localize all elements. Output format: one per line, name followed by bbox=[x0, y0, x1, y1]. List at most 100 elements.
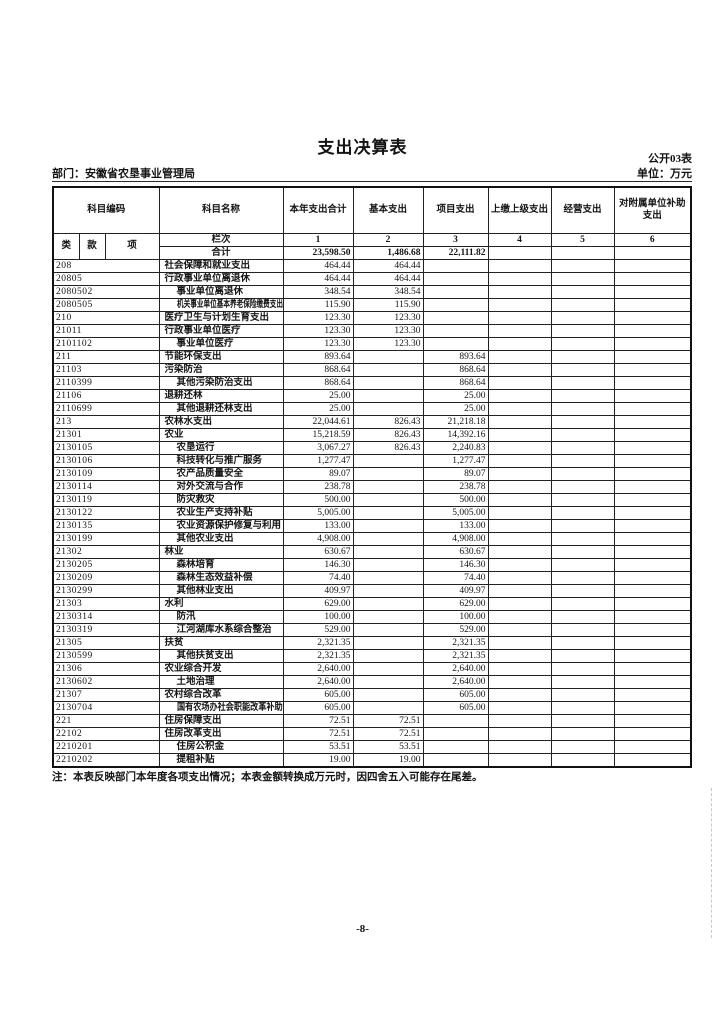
subject-code-cell: 2130205 bbox=[52, 557, 160, 572]
value-cell bbox=[422, 726, 489, 741]
value-cell bbox=[487, 596, 552, 611]
total-value-cell: 1,486.68 bbox=[352, 245, 424, 260]
subject-name-cell: 对外交流与合作 bbox=[158, 479, 284, 494]
value-cell: 464.44 bbox=[282, 271, 354, 286]
unit-label: 单位：万元 bbox=[637, 168, 692, 180]
value-cell: 2,321.35 bbox=[282, 635, 354, 650]
value-cell bbox=[613, 453, 692, 468]
value-cell bbox=[550, 479, 615, 494]
value-cell: 146.30 bbox=[422, 557, 489, 572]
value-cell: 868.64 bbox=[282, 362, 354, 377]
value-cell bbox=[550, 271, 615, 286]
table-row: 2110699 其他退耕还林支出 25.00 25.00 bbox=[52, 401, 692, 416]
meta-row: 部门：安徽省农垦事业管理局 单位：万元 bbox=[52, 163, 692, 182]
value-cell bbox=[487, 349, 552, 364]
value-cell bbox=[487, 713, 552, 728]
table-row: 2080505 机关事业单位基本养老保险缴费支出 115.90 115.90 bbox=[52, 297, 692, 312]
value-cell bbox=[613, 752, 692, 767]
table-row: 21305 扶贫 2,321.35 2,321.35 bbox=[52, 635, 692, 650]
value-cell: 25.00 bbox=[282, 401, 354, 416]
value-cell: 4,908.00 bbox=[422, 531, 489, 546]
table-code-label: 公开03表 bbox=[648, 153, 692, 165]
value-cell bbox=[613, 544, 692, 559]
footnote: 注：本表反映部门本年度各项支出情况；本表金额转换成万元时，因四舍五入可能存在尾差… bbox=[52, 771, 483, 783]
value-cell bbox=[613, 388, 692, 403]
value-cell: 2,321.35 bbox=[422, 635, 489, 650]
table-row: 2110399 其他污染防治支出 868.64 868.64 bbox=[52, 375, 692, 390]
value-cell bbox=[550, 505, 615, 520]
value-cell: 868.64 bbox=[422, 362, 489, 377]
column-number: 5 bbox=[550, 232, 615, 247]
value-cell: 630.67 bbox=[422, 544, 489, 559]
value-cell: 133.00 bbox=[422, 518, 489, 533]
table-row: 221 住房保障支出 72.51 72.51 bbox=[52, 713, 692, 728]
value-cell: 133.00 bbox=[282, 518, 354, 533]
subject-name-cell: 防灾救灾 bbox=[158, 492, 284, 507]
value-cell bbox=[613, 531, 692, 546]
table-row: 21307 农村综合改革 605.00 605.00 bbox=[52, 687, 692, 702]
header-project-expenditure: 项目支出 bbox=[422, 186, 489, 234]
subject-name-cell: 事业单位离退休 bbox=[158, 284, 284, 299]
subject-name-cell: 土地治理 bbox=[158, 674, 284, 689]
value-cell: 21,218.18 bbox=[422, 414, 489, 429]
value-cell: 464.44 bbox=[282, 258, 354, 273]
value-cell bbox=[613, 492, 692, 507]
subject-name-cell: 江河湖库水系综合整治 bbox=[158, 622, 284, 637]
table-row: 2130122 农业生产支持补贴 5,005.00 5,005.00 bbox=[52, 505, 692, 520]
table-row: 2130106 科技转化与推广服务 1,277.47 1,277.47 bbox=[52, 453, 692, 468]
value-cell bbox=[613, 687, 692, 702]
value-cell bbox=[487, 518, 552, 533]
table-row: 2130119 防灾救灾 500.00 500.00 bbox=[52, 492, 692, 507]
value-cell bbox=[613, 414, 692, 429]
value-cell: 893.64 bbox=[422, 349, 489, 364]
value-cell bbox=[613, 674, 692, 689]
value-cell bbox=[550, 401, 615, 416]
value-cell bbox=[613, 323, 692, 338]
value-cell: 529.00 bbox=[422, 622, 489, 637]
header-subsidy-expenditure: 对附属单位补助支出 bbox=[613, 186, 692, 234]
value-cell bbox=[352, 570, 424, 585]
subject-code-cell: 2101102 bbox=[52, 336, 160, 351]
value-cell bbox=[487, 310, 552, 325]
subject-name-cell: 农产品质量安全 bbox=[158, 466, 284, 481]
header-row: 科目编码 科目名称 本年支出合计 基本支出 项目支出 上缴上级支出 经营支出 对… bbox=[52, 186, 692, 234]
column-number: 2 bbox=[352, 232, 424, 247]
value-cell: 605.00 bbox=[282, 700, 354, 715]
subject-code-cell: 2130114 bbox=[52, 479, 160, 494]
value-cell bbox=[487, 427, 552, 442]
subject-code-cell: 2130299 bbox=[52, 583, 160, 598]
subject-name-cell: 农业生产支持补贴 bbox=[158, 505, 284, 520]
subject-code-cell: 2210202 bbox=[52, 752, 160, 767]
value-cell bbox=[487, 336, 552, 351]
value-cell bbox=[550, 362, 615, 377]
table-row: 21306 农业综合开发 2,640.00 2,640.00 bbox=[52, 661, 692, 676]
value-cell: 348.54 bbox=[352, 284, 424, 299]
value-cell bbox=[613, 466, 692, 481]
value-cell bbox=[487, 635, 552, 650]
value-cell bbox=[487, 700, 552, 715]
subject-name-cell: 医疗卫生与计划生育支出 bbox=[158, 310, 284, 325]
value-cell bbox=[550, 544, 615, 559]
value-cell bbox=[352, 583, 424, 598]
value-cell bbox=[422, 297, 489, 312]
subject-code-cell: 2130319 bbox=[52, 622, 160, 637]
value-cell bbox=[550, 375, 615, 390]
value-cell: 464.44 bbox=[352, 271, 424, 286]
table-row: 21303 水利 629.00 629.00 bbox=[52, 596, 692, 611]
value-cell: 605.00 bbox=[422, 700, 489, 715]
value-cell bbox=[550, 297, 615, 312]
value-cell bbox=[487, 622, 552, 637]
value-cell: 409.97 bbox=[422, 583, 489, 598]
value-cell bbox=[352, 388, 424, 403]
value-cell: 826.43 bbox=[352, 440, 424, 455]
value-cell bbox=[550, 622, 615, 637]
value-cell: 53.51 bbox=[352, 739, 424, 754]
total-value-cell bbox=[487, 245, 552, 260]
value-cell bbox=[613, 427, 692, 442]
value-cell bbox=[550, 609, 615, 624]
column-number: 4 bbox=[487, 232, 552, 247]
table-row: 2130105 农垦运行 3,067.27 826.43 2,240.83 bbox=[52, 440, 692, 455]
value-cell: 100.00 bbox=[422, 609, 489, 624]
value-cell bbox=[487, 583, 552, 598]
value-cell bbox=[487, 362, 552, 377]
